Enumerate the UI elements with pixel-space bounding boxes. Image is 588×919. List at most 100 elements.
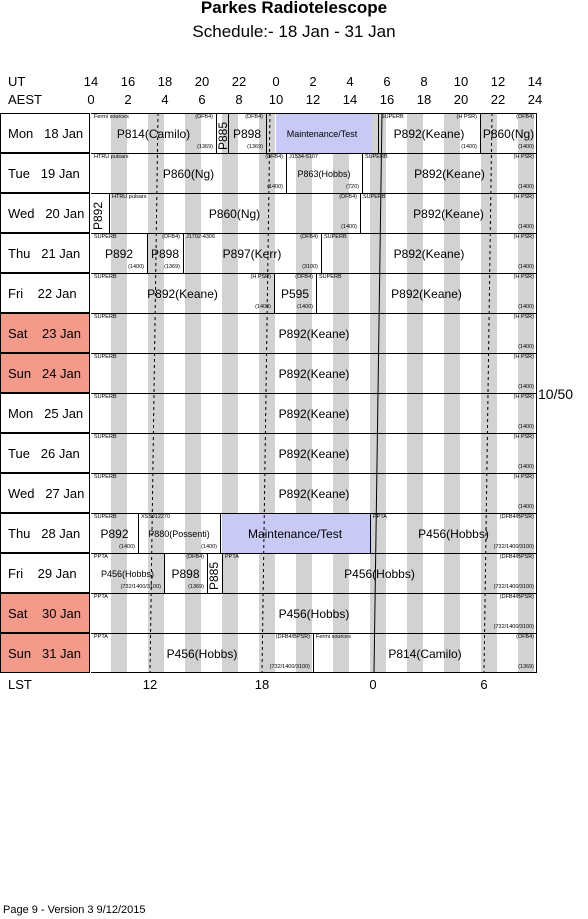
source-label: Fermi sources (94, 114, 129, 120)
frequency-label: (1400) (518, 264, 534, 270)
frequency-label: (732/1400/3100) (120, 584, 161, 590)
project-label: P595 (280, 287, 310, 301)
project-label: P892(Keane) (414, 167, 485, 181)
lst-tick: 0 (369, 677, 377, 692)
frequency-label: (1369) (164, 264, 180, 270)
frequency-label: (720) (346, 184, 359, 190)
frequency-label: (1400) (518, 464, 534, 470)
lst-tick: 6 (480, 677, 488, 692)
session-block (286, 153, 362, 193)
ut-tick: 14 (83, 74, 99, 89)
ut-tick: 12 (490, 74, 506, 89)
session-block (183, 233, 321, 273)
frequency-label: (1400) (341, 224, 357, 230)
aest-tick: 4 (161, 92, 169, 107)
frequency-label: (732/1400/3100) (269, 664, 310, 670)
backend-label: (H PSR) (513, 394, 534, 400)
day-label: Thu 21 Jan (0, 233, 90, 273)
aest-tick: 12 (305, 92, 321, 107)
project-label: Maintenance/Test (286, 129, 358, 139)
day-label: Thu 28 Jan (0, 513, 90, 553)
project-label: P456(Hobbs) (166, 647, 238, 661)
ut-tick: 2 (309, 74, 317, 89)
frequency-label: (1400) (518, 144, 534, 150)
project-label: Maintenance/Test (247, 527, 343, 541)
backend-label: (DFB4) (339, 194, 357, 200)
frequency-label: (1400) (518, 384, 534, 390)
session-block (321, 233, 537, 273)
source-label: PPTA (94, 634, 108, 640)
backend-label: (H PSR) (456, 114, 477, 120)
aest-tick: 22 (490, 92, 506, 107)
ut-tick: 14 (527, 74, 543, 89)
ut-tick: 18 (157, 74, 173, 89)
source-label: XSSJ12270 (141, 514, 171, 520)
aest-tick: 2 (124, 92, 132, 107)
session-block (266, 113, 378, 153)
row-line (91, 433, 537, 434)
frequency-label: (3100) (302, 264, 318, 270)
frequency-label: (1400) (119, 544, 135, 550)
backend-label: (DFB4/BPSR) (499, 594, 534, 600)
backend-label: (DFB4) (295, 274, 313, 280)
session-block (378, 113, 480, 153)
lst-tick: 12 (142, 677, 158, 692)
aest-tick: 16 (379, 92, 395, 107)
project-label: P892 (100, 527, 129, 541)
day-label: Sat 30 Jan (0, 593, 90, 633)
ut-tick: 16 (120, 74, 136, 89)
source-label: SUPERB (365, 154, 388, 160)
backend-label: (DFB4) (516, 634, 534, 640)
project-label: P456(Hobbs) (278, 607, 350, 621)
backend-label: (H PSR) (513, 274, 534, 280)
day-label: Wed 20 Jan (0, 193, 90, 233)
frequency-label: (1400) (518, 344, 534, 350)
backend-label: (DFB4/BPSR) (499, 554, 534, 560)
source-label: SUPERB (94, 274, 117, 280)
lst-tick: 18 (254, 677, 270, 692)
source-label: PPTA (94, 594, 108, 600)
frequency-label: (732/1400/3100) (493, 544, 534, 550)
session-block (313, 633, 537, 673)
ut-tick: 6 (383, 74, 391, 89)
frequency-label: (1369) (518, 664, 534, 670)
backend-label: (DFB4) (516, 114, 534, 120)
project-label: P892 (104, 247, 134, 261)
ut-tick: 20 (194, 74, 210, 89)
aest-axis-label: AEST (8, 92, 42, 107)
frequency-label: (1369) (247, 144, 263, 150)
frequency-label: (732/1400/3100) (493, 584, 534, 590)
row-line (91, 153, 537, 154)
project-label: P897(Kerr) (222, 247, 282, 261)
source-label: SUPERB (363, 194, 386, 200)
row-line (91, 353, 537, 354)
ut-tick: 4 (346, 74, 354, 89)
backend-label: (H PSR) (513, 154, 534, 160)
frequency-label: (1400) (518, 504, 534, 510)
project-label: P892(Keane) (278, 327, 350, 341)
maintenance-fill (222, 514, 373, 553)
project-label: P860(Ng) (162, 167, 215, 181)
project-label: P892(Keane) (413, 207, 484, 221)
day-label: Fri 29 Jan (0, 553, 90, 593)
backend-label: (H PSR) (513, 474, 534, 480)
session-block (222, 553, 537, 593)
backend-label: (DFB4) (195, 114, 213, 120)
backend-label: (DFB4/BPSR) (499, 514, 534, 520)
source-label: SUPERB (94, 434, 117, 440)
session-block (362, 153, 537, 193)
lst-12-line (149, 112, 159, 674)
row-line (91, 273, 537, 274)
aest-tick: 8 (235, 92, 243, 107)
project-label: P892(Keane) (393, 127, 465, 141)
session-block (228, 113, 266, 153)
project-label: P863(Hobbs) (297, 169, 351, 179)
backend-label: (DFB4) (245, 114, 263, 120)
session-block (138, 513, 220, 553)
ut-axis-label: UT (8, 74, 26, 89)
source-label: HTRU pulsars (112, 194, 147, 200)
row-line (91, 633, 537, 634)
project-label: P898 (150, 247, 180, 261)
project-label: P880(Possenti) (148, 529, 210, 539)
